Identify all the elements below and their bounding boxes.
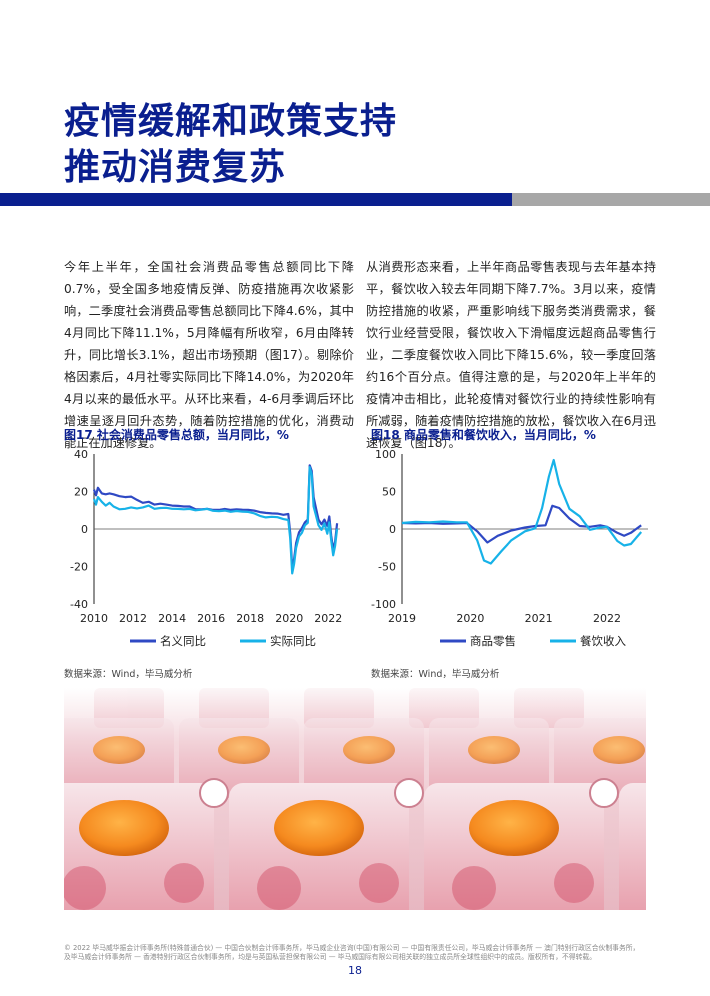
y-tick-label: -20	[70, 561, 88, 574]
x-tick-label: 2010	[80, 612, 108, 625]
x-tick-label: 2022	[593, 612, 621, 625]
y-tick-label: 20	[74, 486, 88, 499]
copyright-footer: © 2022 毕马威华振会计师事务所(特殊普通合伙) — 中国合伙制会计师事务所…	[64, 944, 646, 962]
title-underline-blue	[0, 193, 512, 206]
legend-label-2: 实际同比	[270, 634, 316, 648]
x-tick-label: 2020	[275, 612, 303, 625]
y-tick-label: 40	[74, 448, 88, 461]
figure-18-title: 图18 商品零售和餐饮收入，当月同比，%	[371, 428, 596, 442]
y-tick-label: 50	[382, 486, 396, 499]
juice-cartons-photo	[64, 688, 646, 910]
series-line-1	[92, 464, 339, 569]
series-line-2	[92, 466, 339, 575]
legend-label-2: 餐饮收入	[580, 634, 626, 648]
x-tick-label: 2018	[236, 612, 264, 625]
y-tick-label: 0	[81, 523, 88, 536]
figure-17-title: 图17 社会消费品零售总额，当月同比，%	[64, 428, 289, 442]
x-tick-label: 2019	[388, 612, 416, 625]
x-tick-label: 2016	[197, 612, 225, 625]
y-tick-label: -100	[371, 598, 396, 611]
y-tick-label: 100	[375, 448, 396, 461]
x-tick-label: 2021	[525, 612, 553, 625]
figure-18-source: 数据来源：Wind，毕马威分析	[371, 669, 500, 680]
page-title-line2: 推动消费复苏	[64, 147, 287, 188]
figure-17-source: 数据来源：Wind，毕马威分析	[64, 669, 193, 680]
page-number: 18	[348, 964, 362, 977]
x-tick-label: 2012	[119, 612, 147, 625]
x-tick-label: 2022	[314, 612, 342, 625]
series-line-1	[401, 504, 642, 544]
footer-line-1: © 2022 毕马威华振会计师事务所(特殊普通合伙) — 中国合伙制会计师事务所…	[64, 944, 640, 952]
legend-label-1: 名义同比	[160, 634, 206, 648]
page-title-line1: 疫情缓解和政策支持	[64, 101, 398, 142]
body-paragraph-right: 从消费形态来看，上半年商品零售表现与去年基本持平，餐饮收入较去年同期下降7.7%…	[366, 260, 656, 450]
title-underline-gray	[512, 193, 710, 206]
x-tick-label: 2020	[456, 612, 484, 625]
x-tick-label: 2014	[158, 612, 186, 625]
series-line-2	[401, 458, 643, 565]
footer-line-2: 及毕马威会计师事务所 — 香港特别行政区合伙制事务所，均是与英国私营担保有限公司…	[64, 953, 596, 961]
y-tick-label: 0	[389, 523, 396, 536]
y-tick-label: -40	[70, 598, 88, 611]
y-tick-label: -50	[378, 561, 396, 574]
body-paragraph-left: 今年上半年，全国社会消费品零售总额同比下降0.7%，受全国多地疫情反弹、防疫措施…	[64, 260, 354, 450]
legend-label-1: 商品零售	[470, 634, 516, 648]
